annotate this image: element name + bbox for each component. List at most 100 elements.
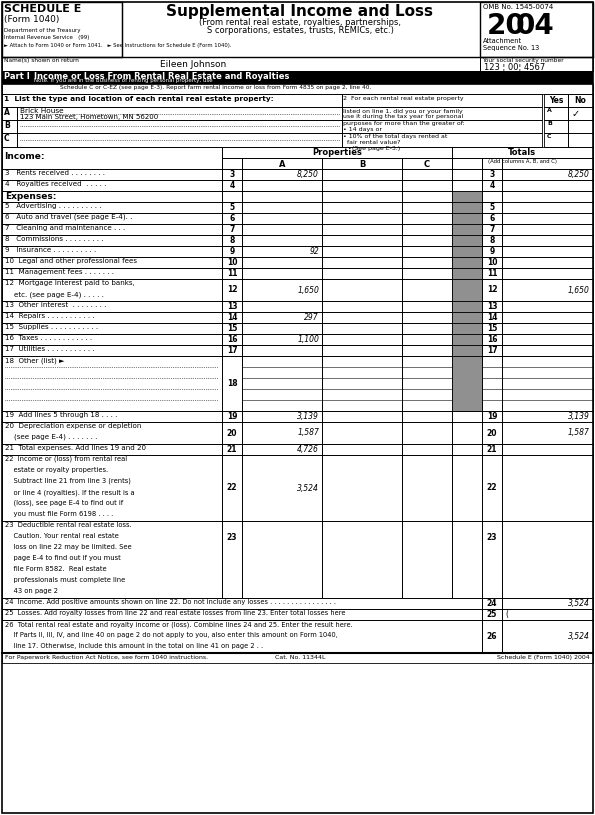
Bar (222, 345, 242, 356)
Text: 23  Deductible rental real estate loss.: 23 Deductible rental real estate loss. (5, 522, 131, 528)
Bar (502, 246, 593, 257)
Bar (482, 213, 502, 224)
Bar (482, 422, 502, 444)
Text: professionals must complete line: professionals must complete line (5, 577, 126, 583)
Bar (482, 180, 502, 191)
Bar (502, 235, 593, 246)
Text: 12: 12 (487, 285, 497, 294)
Bar (544, 120, 568, 133)
Text: 25: 25 (487, 610, 497, 619)
Text: 4,726: 4,726 (297, 445, 319, 454)
Bar (222, 521, 242, 598)
Text: 26: 26 (487, 632, 497, 641)
Bar (502, 455, 593, 521)
Bar (322, 521, 402, 598)
Bar (568, 120, 593, 133)
Bar (502, 202, 593, 213)
Bar (222, 169, 242, 180)
Bar (222, 191, 242, 202)
Text: 5: 5 (230, 203, 234, 212)
Text: Yes: Yes (549, 96, 563, 105)
Bar (322, 158, 402, 169)
Bar (322, 191, 402, 202)
Text: 3: 3 (230, 170, 234, 179)
Bar (502, 323, 593, 334)
Bar (2, 521, 222, 598)
Text: 14: 14 (487, 313, 497, 322)
Text: 15: 15 (487, 324, 497, 333)
Text: 43 on page 2: 43 on page 2 (5, 588, 58, 594)
Text: 3,524: 3,524 (568, 599, 590, 608)
Bar (2, 169, 222, 180)
Bar (322, 202, 402, 213)
Text: Part I: Part I (4, 72, 30, 81)
Bar (17, 133, 342, 147)
Bar (502, 620, 593, 653)
Text: Expenses:: Expenses: (5, 192, 57, 201)
Bar (452, 521, 482, 598)
Text: 6   Auto and travel (see page E-4). .: 6 Auto and travel (see page E-4). . (5, 214, 132, 221)
Text: 8: 8 (489, 236, 494, 245)
Bar (402, 411, 452, 422)
Bar (2, 213, 222, 224)
Text: 22: 22 (487, 483, 497, 492)
Bar (2, 411, 222, 422)
Bar (502, 598, 593, 609)
Text: C: C (547, 134, 552, 139)
Text: Sequence No. 13: Sequence No. 13 (483, 45, 539, 51)
Text: 8: 8 (229, 236, 234, 245)
Text: 14  Repairs . . . . . . . . . . .: 14 Repairs . . . . . . . . . . . (5, 313, 95, 319)
Text: 26  Total rental real estate and royalty income or (loss). Combine lines 24 and : 26 Total rental real estate and royalty … (5, 621, 353, 628)
Bar (322, 312, 402, 323)
Text: fair rental value?: fair rental value? (343, 140, 400, 145)
Bar (502, 224, 593, 235)
Bar (402, 169, 452, 180)
Text: 18: 18 (227, 379, 237, 388)
Bar (242, 422, 322, 444)
Text: 3,524: 3,524 (297, 483, 319, 492)
Text: 22: 22 (227, 483, 237, 492)
Text: • 10% of the total days rented at: • 10% of the total days rented at (343, 134, 447, 139)
Bar (2, 202, 222, 213)
Bar (2, 455, 222, 521)
Bar (242, 224, 322, 235)
Bar (342, 120, 542, 133)
Text: file Form 8582.  Real estate: file Form 8582. Real estate (5, 566, 107, 572)
Text: 4   Royalties received  . . . . .: 4 Royalties received . . . . . (5, 181, 107, 187)
Bar (322, 169, 402, 180)
Text: Brick House: Brick House (20, 108, 64, 114)
Text: 20  Depreciation expense or depletion: 20 Depreciation expense or depletion (5, 423, 142, 429)
Bar (322, 444, 402, 455)
Bar (402, 180, 452, 191)
Text: 1,587: 1,587 (297, 429, 319, 438)
Bar (2, 235, 222, 246)
Bar (242, 356, 322, 411)
Bar (402, 246, 452, 257)
Bar (482, 521, 502, 598)
Bar (342, 133, 542, 147)
Bar (242, 213, 322, 224)
Bar (242, 246, 322, 257)
Text: line 17. Otherwise, Include this amount in the total on line 41 on page 2 . .: line 17. Otherwise, Include this amount … (5, 643, 263, 649)
Text: 21: 21 (227, 445, 237, 454)
Bar (502, 521, 593, 598)
Bar (222, 180, 242, 191)
Bar (544, 94, 568, 107)
Text: you must file Form 6198 . . . .: you must file Form 6198 . . . . (5, 511, 113, 517)
Bar (452, 345, 482, 356)
Bar (222, 202, 242, 213)
Text: B: B (4, 121, 10, 130)
Text: 15  Supplies . . . . . . . . . . .: 15 Supplies . . . . . . . . . . . (5, 324, 98, 330)
Text: 7   Cleaning and maintenance . . .: 7 Cleaning and maintenance . . . (5, 225, 126, 231)
Bar (402, 422, 452, 444)
Text: 1,650: 1,650 (297, 285, 319, 294)
Bar (242, 334, 322, 345)
Bar (402, 444, 452, 455)
Text: 25  Losses. Add royalty losses from line 22 and real estate losses from line 23.: 25 Losses. Add royalty losses from line … (5, 610, 346, 616)
Bar (242, 345, 322, 356)
Bar (482, 345, 502, 356)
Bar (2, 133, 17, 147)
Text: 9: 9 (230, 247, 234, 256)
Text: 11: 11 (227, 269, 237, 278)
Bar (222, 411, 242, 422)
